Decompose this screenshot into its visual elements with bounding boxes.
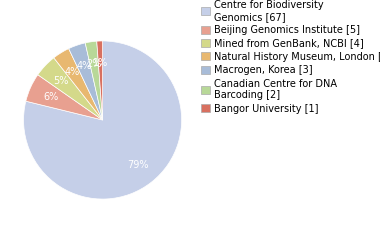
Wedge shape — [38, 58, 103, 120]
Wedge shape — [97, 41, 103, 120]
Text: 1%: 1% — [93, 58, 108, 68]
Text: 4%: 4% — [65, 67, 80, 77]
Wedge shape — [26, 75, 103, 120]
Text: 79%: 79% — [127, 160, 149, 170]
Legend: Centre for Biodiversity
Genomics [67], Beijing Genomics Institute [5], Mined fro: Centre for Biodiversity Genomics [67], B… — [201, 0, 380, 114]
Wedge shape — [24, 41, 182, 199]
Text: 5%: 5% — [54, 76, 69, 86]
Text: 6%: 6% — [43, 91, 59, 102]
Wedge shape — [54, 49, 103, 120]
Text: 2%: 2% — [87, 59, 102, 69]
Wedge shape — [69, 43, 103, 120]
Text: 4%: 4% — [76, 61, 92, 71]
Wedge shape — [85, 41, 103, 120]
